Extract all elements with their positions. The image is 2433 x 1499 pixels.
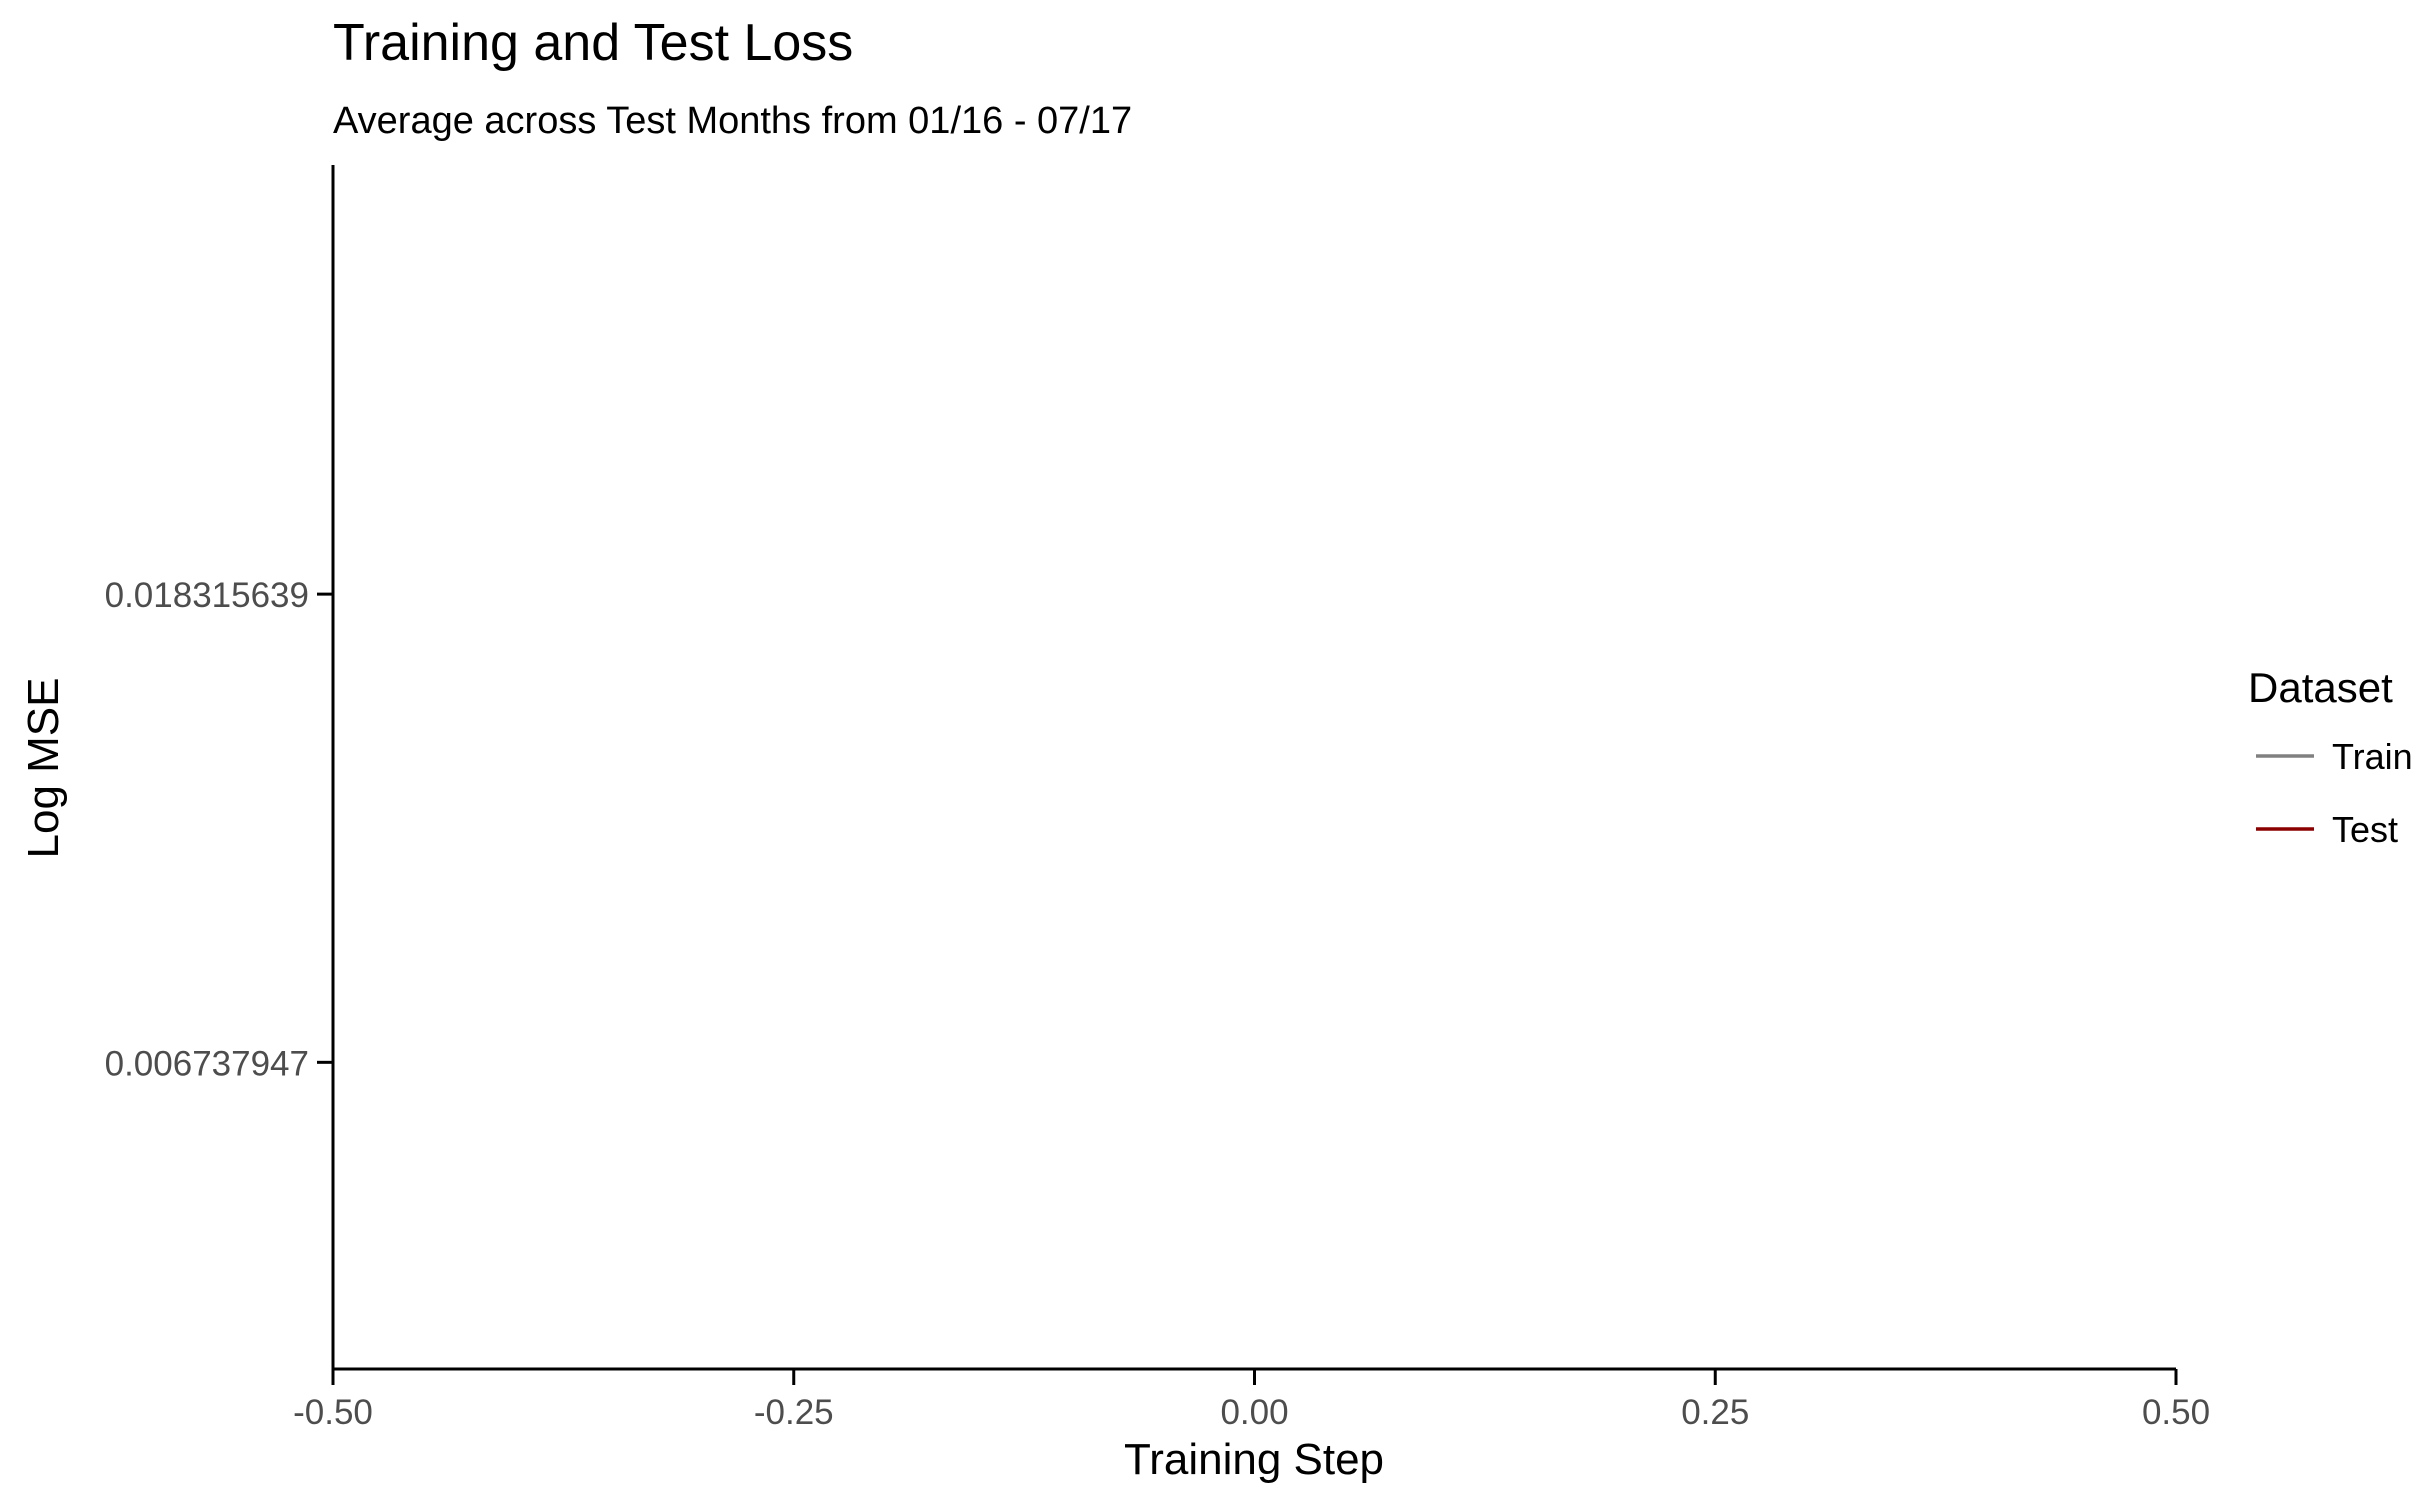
x-axis-label: Training Step <box>1124 1435 1384 1484</box>
legend-label-test: Test <box>2332 809 2398 850</box>
x-tick-label: -0.50 <box>293 1393 373 1432</box>
legend-label-train: Train <box>2332 736 2413 777</box>
chart-subtitle: Average across Test Months from 01/16 - … <box>333 100 1132 142</box>
chart-title: Training and Test Loss <box>333 14 853 72</box>
x-tick-label: 0.50 <box>2142 1393 2210 1432</box>
y-axis-label: Log MSE <box>19 678 68 859</box>
y-tick-label: 0.006737947 <box>105 1044 309 1083</box>
x-tick-label: 0.00 <box>1220 1393 1288 1432</box>
legend: Dataset Train Test <box>2248 664 2413 850</box>
y-tick-label: 0.018315639 <box>105 576 309 615</box>
x-tick-label: 0.25 <box>1681 1393 1749 1432</box>
legend-title: Dataset <box>2248 664 2393 711</box>
plot-area: -0.50 -0.25 0.00 0.25 0.50 0.006737947 0.01831… <box>105 165 2210 1432</box>
x-tick-label: -0.25 <box>754 1393 834 1432</box>
